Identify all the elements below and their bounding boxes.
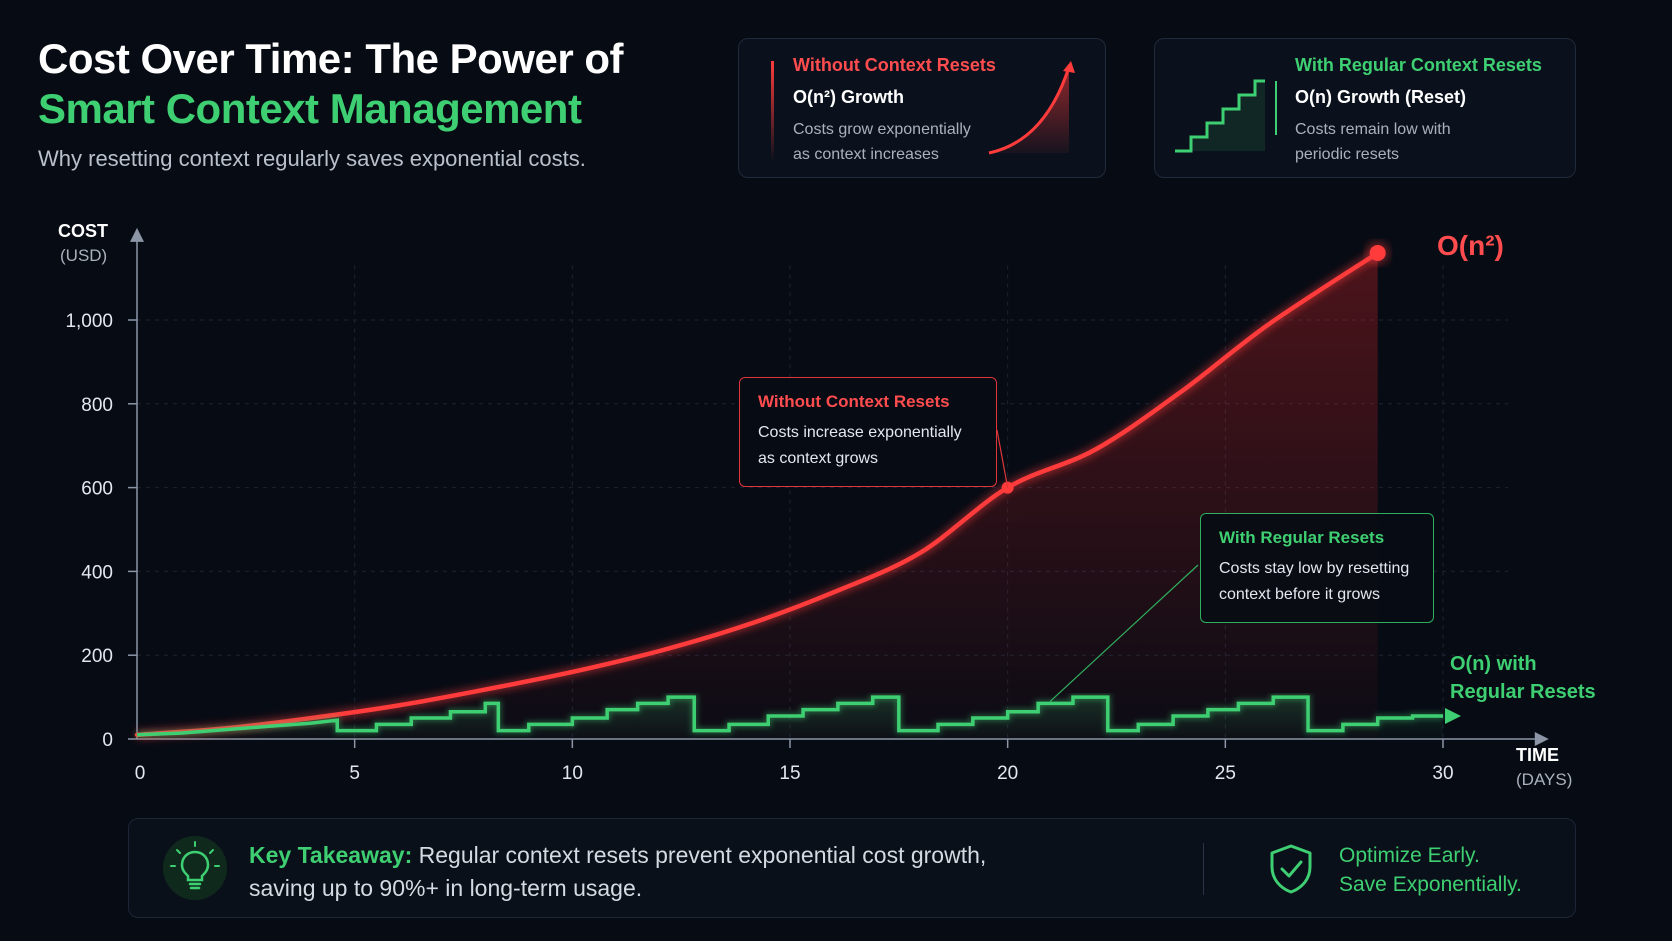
y-tick-label: 800 bbox=[81, 395, 113, 416]
y-axis-unit: (USD) bbox=[60, 246, 108, 265]
quadratic-endpoint bbox=[1369, 244, 1386, 261]
y-axis-arrow bbox=[130, 227, 144, 242]
y-tick-label: 1,000 bbox=[65, 311, 113, 332]
linear-tag-line2: Regular Resets bbox=[1450, 681, 1596, 703]
linear-series-tag: O(n) with Regular Resets bbox=[1450, 650, 1596, 706]
card-accent-bar bbox=[771, 61, 774, 161]
callout-without-resets: Without Context Resets Costs increase ex… bbox=[739, 377, 997, 487]
y-tick-label: 0 bbox=[102, 730, 113, 751]
takeaway-line1: Regular context resets prevent exponenti… bbox=[412, 842, 987, 868]
page-title-line1: Cost Over Time: The Power of bbox=[38, 35, 624, 82]
x-tick-label: 30 bbox=[1432, 763, 1453, 784]
takeaway-text: Key Takeaway: Regular context resets pre… bbox=[249, 839, 986, 905]
staircase-icon bbox=[1175, 79, 1265, 153]
linear-series-arrowhead bbox=[1445, 707, 1461, 724]
y-tick-label: 600 bbox=[81, 479, 113, 500]
optimize-text: Optimize Early. Save Exponentially. bbox=[1339, 844, 1522, 896]
takeaway-line2: saving up to 90%+ in long-term usage. bbox=[249, 875, 643, 901]
quadratic-series-tag: O(n²) bbox=[1437, 230, 1504, 261]
title-block: Cost Over Time: The Power of Smart Conte… bbox=[38, 34, 624, 172]
page-subtitle: Why resetting context regularly saves ex… bbox=[38, 146, 586, 171]
x-tick-label: 10 bbox=[562, 763, 583, 784]
takeaway-divider bbox=[1203, 843, 1204, 895]
key-takeaway-panel: Key Takeaway: Regular context resets pre… bbox=[128, 818, 1576, 918]
exponential-curve-icon bbox=[988, 61, 1075, 155]
x-axis-arrow bbox=[1534, 732, 1549, 746]
card-accent-bar bbox=[1275, 81, 1277, 135]
callout-connector-red bbox=[996, 429, 1009, 488]
callout-description: Costs increase exponentially as context … bbox=[758, 424, 962, 467]
y-axis-title: COST bbox=[58, 221, 109, 241]
card-title: With Regular Context Resets bbox=[1295, 55, 1542, 75]
card-subtitle: O(n) Growth (Reset) bbox=[1295, 87, 1466, 107]
cost-chart: 0 200 400 600 800 1,000 0 5 10 15 20 25 30 bbox=[65, 227, 1549, 784]
page-title-line2: Smart Context Management bbox=[38, 85, 582, 132]
card-subtitle: O(n²) Growth bbox=[793, 87, 904, 107]
takeaway-lead: Key Takeaway: bbox=[249, 842, 413, 868]
y-tick-label: 400 bbox=[81, 562, 113, 583]
quadratic-area bbox=[137, 252, 1378, 739]
x-axis-unit: (DAYS) bbox=[1516, 770, 1573, 789]
x-tick-label: 20 bbox=[997, 763, 1018, 784]
card-without-resets: Without Context Resets O(n²) Growth Cost… bbox=[738, 38, 1106, 178]
x-tick-label: 25 bbox=[1215, 763, 1236, 784]
card-with-resets: With Regular Context Resets O(n) Growth … bbox=[1154, 38, 1576, 178]
y-tick-label: 200 bbox=[81, 646, 113, 667]
x-tick-label: 5 bbox=[349, 763, 360, 784]
callout-description: Costs stay low by resetting context befo… bbox=[1219, 560, 1410, 603]
x-tick-label: 0 bbox=[135, 763, 146, 784]
lightbulb-icon bbox=[163, 836, 227, 900]
card-title: Without Context Resets bbox=[793, 55, 996, 75]
callout-title: With Regular Resets bbox=[1219, 528, 1385, 547]
x-tick-label: 15 bbox=[779, 763, 800, 784]
linear-tag-line1: O(n) with bbox=[1450, 653, 1537, 675]
callout-connector-green bbox=[1049, 564, 1199, 702]
callout-title: Without Context Resets bbox=[758, 392, 950, 411]
linear-series-line bbox=[136, 695, 1443, 737]
card-description: Costs remain low with periodic resets bbox=[1295, 121, 1451, 163]
callout-with-resets: With Regular Resets Costs stay low by re… bbox=[1200, 513, 1434, 623]
quadratic-series-line bbox=[134, 250, 1380, 738]
card-description: Costs grow exponentially as context incr… bbox=[793, 121, 971, 163]
x-axis-title: TIME bbox=[1516, 745, 1559, 765]
shield-check-icon bbox=[1270, 844, 1312, 894]
